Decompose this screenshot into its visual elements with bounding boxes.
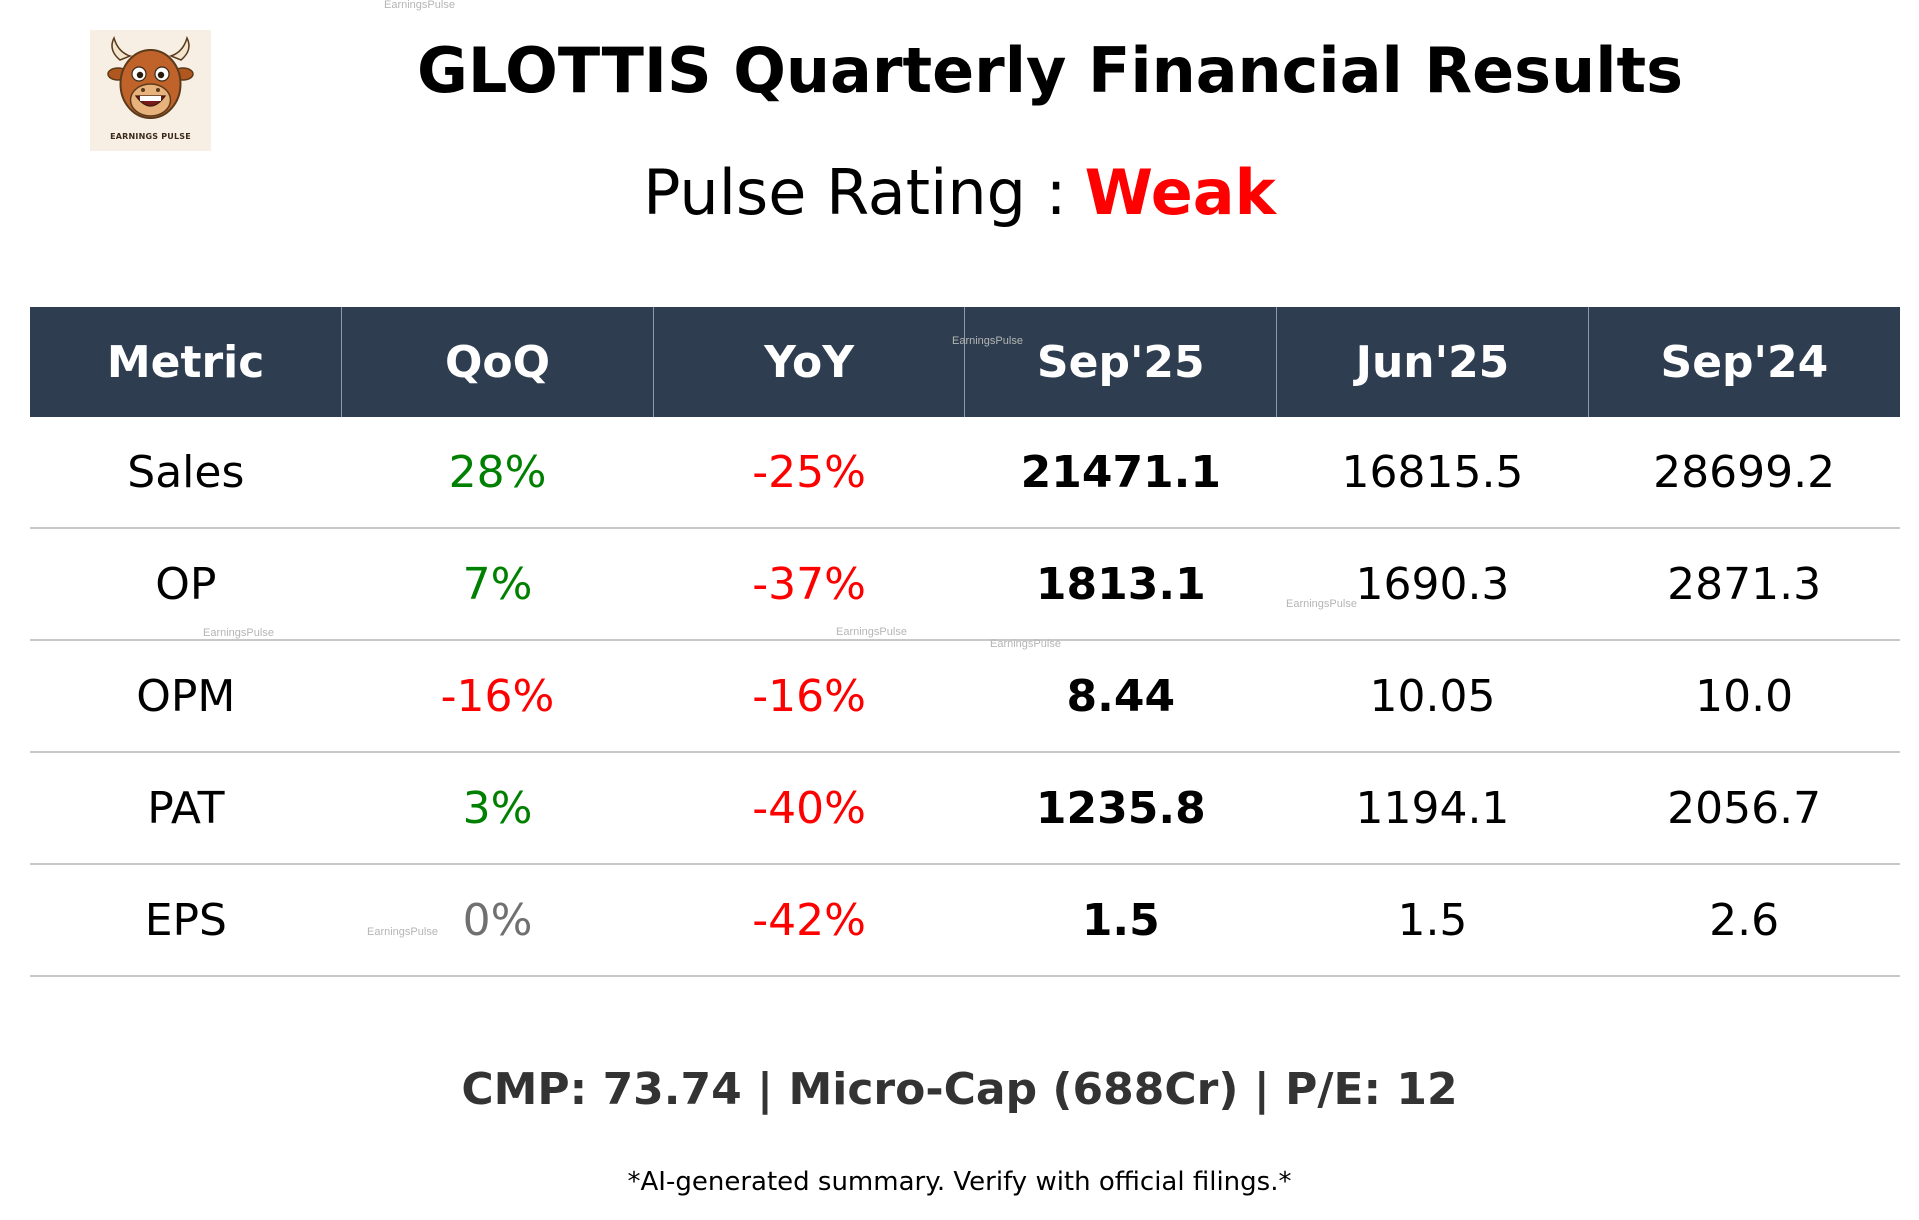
cell-yoy: -37% (653, 528, 965, 641)
cell-metric: Sales (30, 417, 342, 529)
cell-qoq: 0% (341, 864, 654, 977)
cell-sep25: 21471.1 (964, 417, 1277, 529)
rating-label: Pulse Rating : (643, 156, 1067, 229)
cell-sep24: 2056.7 (1588, 752, 1900, 865)
valuation-summary: CMP: 73.74 | Micro-Cap (688Cr) | P/E: 12 (461, 1064, 1458, 1115)
cell-sep24: 10.0 (1588, 640, 1900, 753)
watermark: EarningsPulse (836, 626, 907, 638)
cell-yoy: -16% (653, 640, 965, 753)
cell-sep24: 2.6 (1588, 864, 1900, 977)
watermark: EarningsPulse (384, 0, 455, 11)
page-title: GLOTTIS Quarterly Financial Results (416, 34, 1683, 107)
table-row-pat: PAT 3% -40% 1235.8 1194.1 2056.7 (30, 752, 1900, 865)
watermark: EarningsPulse (1286, 598, 1357, 610)
cell-qoq: 3% (341, 752, 654, 865)
logo-text: EARNINGS PULSE (110, 132, 191, 141)
pulse-rating: Pulse Rating : Weak (0, 156, 1919, 230)
cell-sep25: 8.44 (964, 640, 1277, 753)
watermark: EarningsPulse (990, 638, 1061, 650)
cell-yoy: -42% (653, 864, 965, 977)
cell-yoy: -40% (653, 752, 965, 865)
header-sep24: Sep'24 (1587, 307, 1900, 417)
cell-sep24: 2871.3 (1588, 528, 1900, 641)
cell-metric: OPM (30, 640, 342, 753)
watermark: EarningsPulse (203, 627, 274, 639)
cell-yoy: -25% (653, 417, 965, 529)
header-jun25: Jun'25 (1276, 307, 1589, 417)
table-header-row: Metric QoQ YoY Sep'25 Jun'25 Sep'24 (30, 307, 1900, 417)
table-row-sales: Sales 28% -25% 21471.1 16815.5 28699.2 (30, 417, 1900, 529)
cell-jun25: 1.5 (1276, 864, 1589, 977)
cell-jun25: 1194.1 (1276, 752, 1589, 865)
cell-jun25: 10.05 (1276, 640, 1589, 753)
earnings-pulse-logo: EARNINGS PULSE (90, 30, 211, 151)
cell-qoq: 7% (341, 528, 654, 641)
table-row-opm: OPM -16% -16% 8.44 10.05 10.0 (30, 640, 1900, 753)
cell-jun25: 16815.5 (1276, 417, 1589, 529)
cell-sep24: 28699.2 (1588, 417, 1900, 529)
cell-sep25: 1.5 (964, 864, 1277, 977)
header-metric: Metric (30, 307, 342, 417)
cell-qoq: -16% (341, 640, 654, 753)
rating-value: Weak (1084, 156, 1276, 229)
watermark: EarningsPulse (367, 926, 438, 938)
cell-metric: PAT (30, 752, 342, 865)
bull-mascot-icon (107, 35, 194, 119)
table-row-eps: EPS 0% -42% 1.5 1.5 2.6 (30, 864, 1900, 977)
cell-qoq: 28% (341, 417, 654, 529)
header-sep25: Sep'25 (964, 307, 1277, 417)
cell-sep25: 1813.1 (964, 528, 1277, 641)
results-table: Metric QoQ YoY Sep'25 Jun'25 Sep'24 Sale… (30, 307, 1900, 977)
watermark: EarningsPulse (952, 335, 1023, 347)
header-qoq: QoQ (341, 307, 654, 417)
cell-metric: EPS (30, 864, 342, 977)
disclaimer: *AI-generated summary. Verify with offic… (627, 1167, 1292, 1197)
table-row-op: OP 7% -37% 1813.1 1690.3 2871.3 (30, 528, 1900, 641)
header-yoy: YoY (652, 307, 965, 417)
cell-metric: OP (30, 528, 342, 641)
cell-jun25: 1690.3 (1276, 528, 1589, 641)
cell-sep25: 1235.8 (964, 752, 1277, 865)
